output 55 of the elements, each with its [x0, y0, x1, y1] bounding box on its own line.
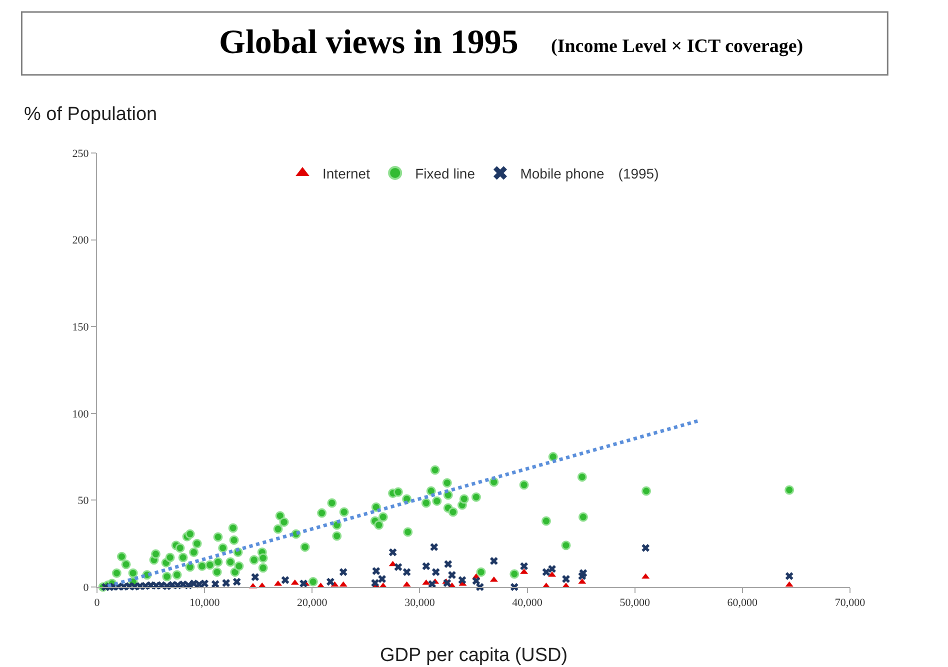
x-axis-title: GDP per capita (USD) — [380, 645, 568, 666]
x-tick-label: 70,000 — [834, 597, 866, 610]
point — [458, 576, 466, 584]
point — [432, 568, 440, 576]
y-tick-label: 150 — [72, 321, 90, 334]
legend-label: Mobile phone (1995) — [520, 165, 659, 182]
legend-label: Internet — [322, 165, 370, 182]
point — [372, 567, 380, 575]
point — [339, 581, 348, 587]
point — [490, 557, 498, 565]
y-tick-label: 250 — [72, 148, 90, 160]
point — [785, 581, 794, 587]
point — [200, 580, 209, 588]
point — [422, 562, 430, 570]
point — [520, 562, 528, 570]
x-tick-label: 30,000 — [404, 597, 436, 610]
point — [371, 579, 380, 587]
chart-subtitle: (Income Level × ICT coverage) — [551, 36, 804, 57]
point — [642, 573, 650, 579]
x-tick-label: 40,000 — [512, 597, 543, 610]
point — [394, 563, 402, 571]
point — [388, 548, 397, 556]
point — [251, 573, 260, 582]
x-tick-label: 0 — [94, 597, 100, 610]
point — [339, 568, 348, 576]
point — [402, 581, 411, 587]
point — [326, 578, 334, 586]
point — [430, 543, 438, 552]
y-tick-label: 0 — [83, 582, 90, 594]
point — [443, 579, 452, 587]
point — [472, 576, 480, 585]
y-tick-label: 50 — [78, 495, 90, 508]
point — [579, 569, 588, 578]
x-tick-label: 50,000 — [620, 597, 650, 610]
x-tick-label: 20,000 — [297, 597, 328, 610]
point — [785, 572, 794, 580]
point — [444, 560, 452, 568]
y-tick-label: 100 — [72, 408, 90, 420]
point — [448, 571, 456, 579]
point — [378, 575, 386, 583]
legend-label: Fixed line — [415, 165, 476, 182]
y-axis-title: % of Population — [24, 104, 158, 125]
chart-title: Global views in 1995 — [219, 24, 518, 61]
point — [222, 579, 230, 587]
point — [548, 564, 556, 573]
y-tick-label: 200 — [72, 234, 90, 247]
x-tick-label: 60,000 — [727, 597, 758, 610]
point — [300, 580, 308, 588]
point — [281, 576, 290, 584]
x-tick-label: 10,000 — [189, 597, 220, 610]
point — [232, 578, 241, 586]
point — [542, 568, 550, 576]
point — [402, 568, 411, 576]
point — [642, 544, 650, 552]
point — [578, 578, 586, 584]
